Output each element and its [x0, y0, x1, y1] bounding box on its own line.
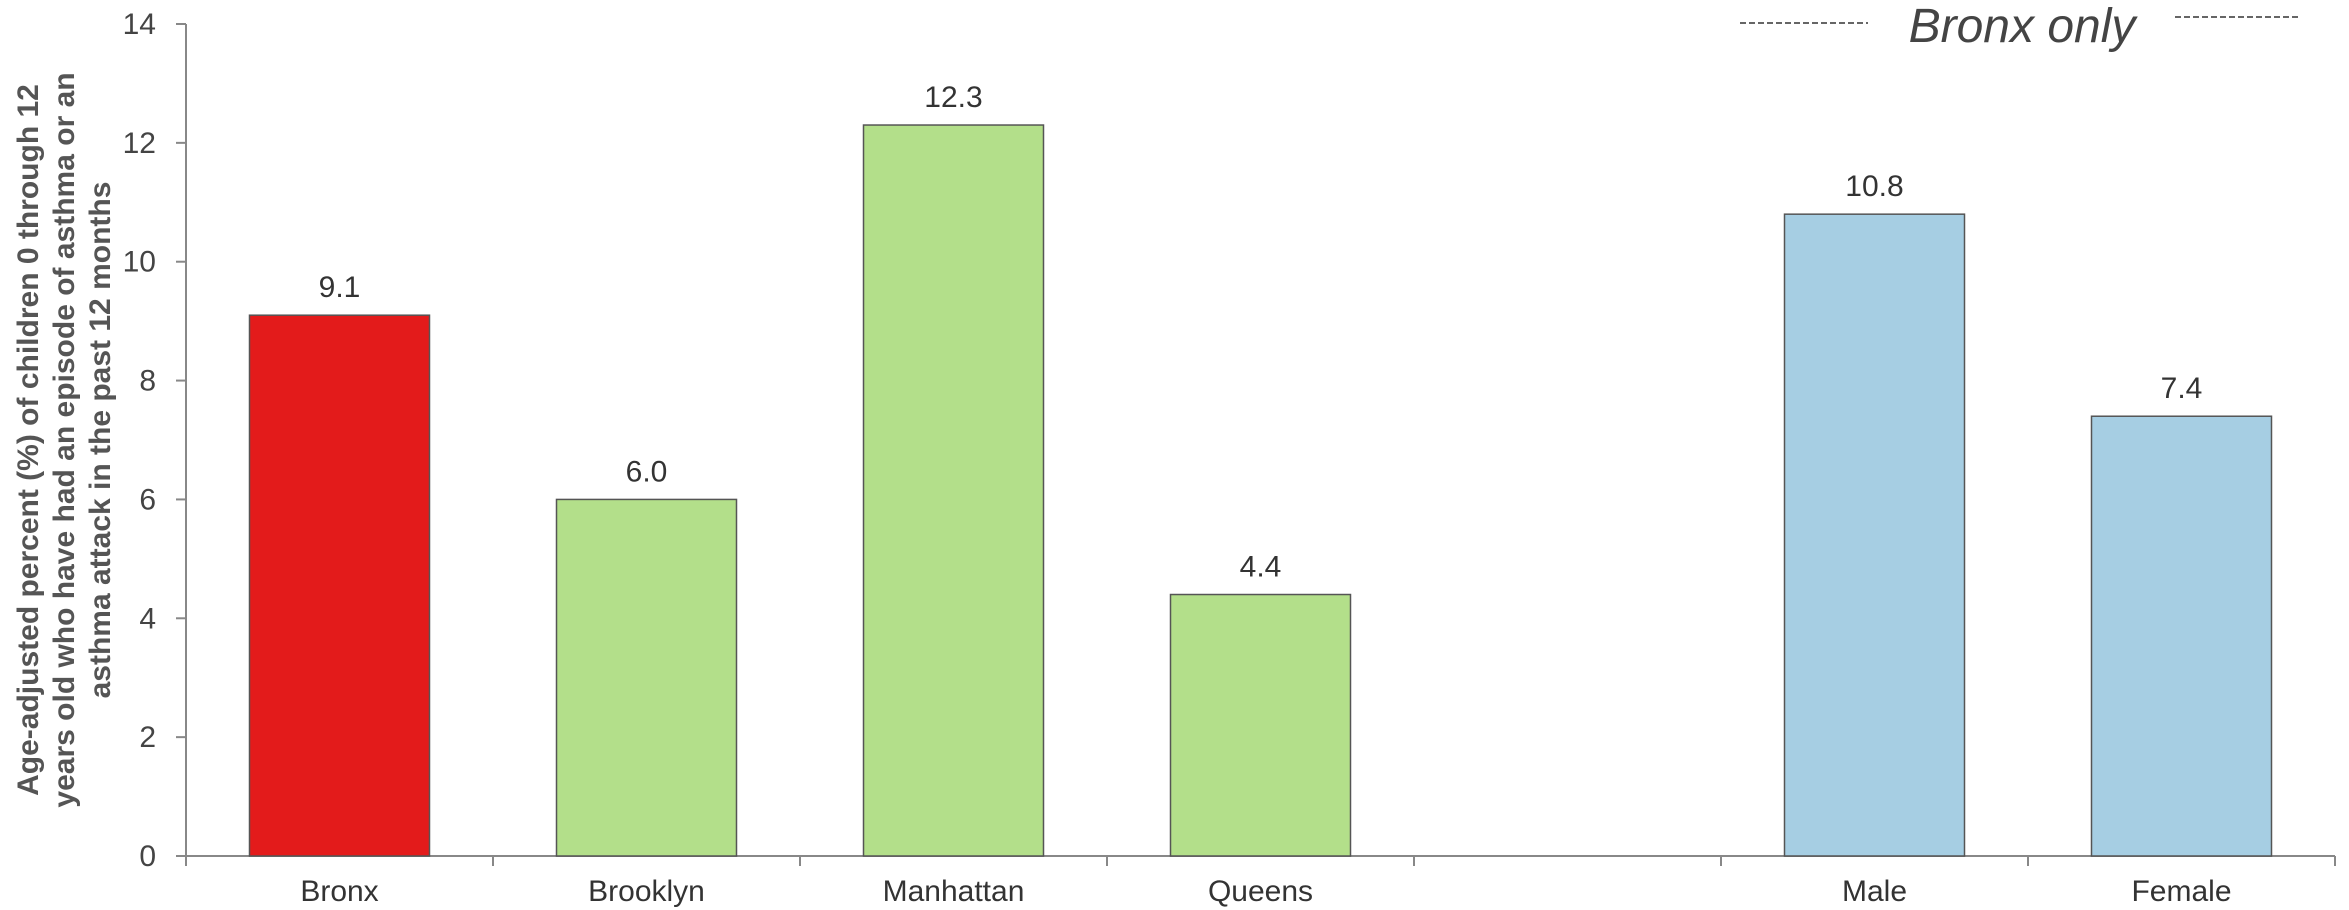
y-tick-label: 8 [139, 365, 156, 398]
data-label: 4.4 [1240, 551, 1282, 584]
y-tick-label: 14 [123, 8, 156, 41]
bronx-only-annotation: Bronx only [1740, 0, 2300, 53]
x-tick-label: Male [1842, 875, 1907, 908]
y-axis-title-line: asthma attack in the past 12 months [84, 182, 117, 699]
y-axis-title-line: Age-adjusted percent (%) of children 0 t… [12, 84, 45, 796]
x-tick-label: Bronx [300, 875, 378, 908]
bars: 9.1 6.0 12.3 4.4 10.8 7.4 [248, 81, 2273, 857]
data-label: 10.8 [1845, 170, 1903, 203]
x-tick-label: Queens [1208, 875, 1313, 908]
x-tick-label: Brooklyn [588, 875, 705, 908]
x-tick-label: Female [2131, 875, 2231, 908]
annotation-label: Bronx only [1909, 0, 2139, 53]
bar-male [1783, 213, 1966, 857]
bar-queens [1169, 593, 1352, 857]
data-label: 12.3 [924, 81, 982, 114]
bar-bronx [248, 314, 431, 857]
y-tick-label: 6 [139, 483, 156, 516]
y-axis: 0 2 4 6 8 10 12 14 [123, 8, 187, 873]
y-tick-label: 0 [139, 840, 156, 873]
bar-manhattan [862, 124, 1045, 857]
y-tick-label: 12 [123, 127, 156, 160]
y-axis-title-line: years old who have had an episode of ast… [48, 72, 81, 807]
bar-female [2090, 415, 2273, 857]
bar-brooklyn [555, 498, 738, 857]
x-axis: Bronx Brooklyn Manhattan Queens Male Female [185, 855, 2336, 908]
y-tick-label: 4 [139, 602, 156, 635]
data-label: 6.0 [626, 455, 668, 488]
y-axis-title: Age-adjusted percent (%) of children 0 t… [12, 72, 117, 807]
data-label: 9.1 [319, 271, 361, 304]
y-tick-label: 10 [123, 246, 156, 279]
y-tick-label: 2 [139, 721, 156, 754]
data-label: 7.4 [2161, 372, 2203, 405]
x-tick-label: Manhattan [883, 875, 1025, 908]
